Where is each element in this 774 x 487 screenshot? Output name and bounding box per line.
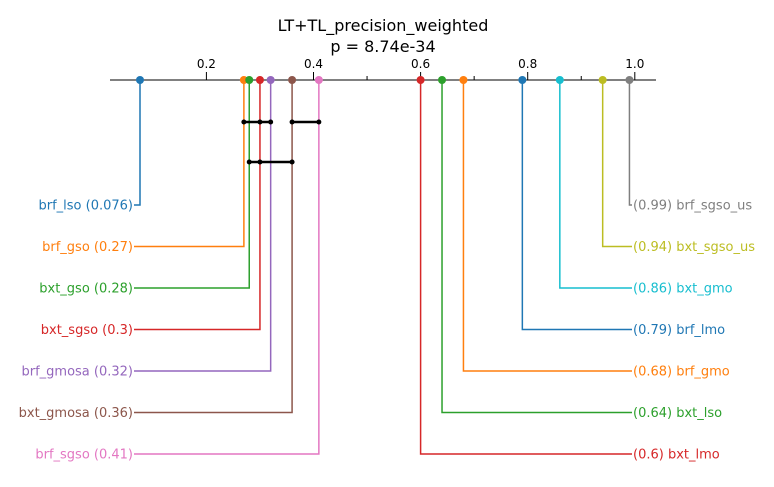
label-bxt-sgso-us: (0.94) bxt_sgso_us (633, 240, 755, 255)
label-brf-gso: brf_gso (0.27) (42, 240, 133, 255)
connector-brf-lso (134, 80, 141, 206)
marker-bxt-gmosa (288, 76, 297, 84)
connector-brf-sgso-us (628, 80, 632, 206)
connector-brf-gso (134, 80, 245, 248)
marker-bxt-lso (438, 76, 447, 84)
tick-label-0-2: 0.2 (197, 57, 216, 71)
connector-brf-sgso (134, 80, 320, 455)
marker-brf-sgso (314, 76, 323, 84)
marker-brf-gmo (459, 76, 468, 84)
label-brf-gmo: (0.68) brf_gmo (633, 365, 730, 380)
label-bxt-gmosa: bxt_gmosa (0.36) (19, 406, 133, 421)
clique-3-point-3 (289, 159, 295, 165)
marker-brf-lso (136, 76, 144, 84)
clique-1-point-3 (268, 119, 274, 125)
connector-bxt-gmo (559, 80, 632, 289)
label-bxt-gmo: (0.86) bxt_gmo (633, 282, 733, 297)
chart-subtitle: p = 8.74e-34 (330, 37, 435, 56)
method-markers (136, 76, 634, 84)
clique-2-point-1 (289, 119, 295, 125)
label-bxt-gso: bxt_gso (0.28) (39, 282, 133, 297)
label-brf-lmo: (0.79) brf_lmo (633, 323, 725, 338)
tick-label-0-8: 0.8 (518, 57, 537, 71)
tick-label-1: 1.0 (625, 57, 644, 71)
marker-brf-sgso-us (625, 76, 634, 84)
label-bxt-sgso: bxt_sgso (0.3) (41, 323, 133, 338)
clique-3-point-2 (257, 159, 263, 165)
label-brf-sgso-us: (0.99) brf_sgso_us (633, 199, 752, 214)
tick-label-0-4: 0.4 (304, 57, 323, 71)
marker-bxt-sgso-us (598, 76, 607, 84)
chart-title: LT+TL_precision_weighted (278, 16, 489, 36)
marker-bxt-lmo (416, 76, 425, 84)
connector-bxt-lmo (419, 80, 632, 455)
connector-bxt-sgso-us (601, 80, 632, 248)
connector-bxt-lso (441, 80, 632, 414)
marker-bxt-sgso (255, 76, 264, 84)
marker-brf-lmo (518, 76, 527, 84)
clique-bars (241, 119, 322, 165)
label-brf-gmosa: brf_gmosa (0.32) (21, 365, 133, 380)
connector-brf-gmo (462, 80, 632, 372)
connector-brf-lmo (521, 80, 632, 331)
method-connectors (134, 80, 632, 455)
clique-1-point-2 (257, 119, 263, 125)
marker-bxt-gmo (555, 76, 564, 84)
clique-3-point-1 (246, 159, 252, 165)
label-brf-sgso: brf_sgso (0.41) (35, 448, 133, 463)
marker-bxt-gso (245, 76, 254, 84)
label-bxt-lmo: (0.6) bxt_lmo (633, 448, 720, 463)
connector-brf-gmosa (134, 80, 272, 372)
tick-label-0-6: 0.6 (411, 57, 430, 71)
method-labels: brf_lso (0.076) brf_gso (0.27) bxt_gso (0.… (19, 199, 756, 463)
connector-bxt-gmosa (134, 80, 293, 414)
marker-brf-gmosa (266, 76, 275, 84)
clique-2-point-2 (316, 119, 322, 125)
x-axis-ticks: 0.2 0.4 0.6 0.8 1.0 (197, 57, 644, 80)
label-bxt-lso: (0.64) bxt_lso (633, 406, 722, 421)
connector-bxt-gso (134, 80, 250, 289)
clique-1-point-1 (241, 119, 247, 125)
connector-bxt-sgso (134, 80, 261, 331)
label-brf-lso: brf_lso (0.076) (38, 199, 133, 214)
